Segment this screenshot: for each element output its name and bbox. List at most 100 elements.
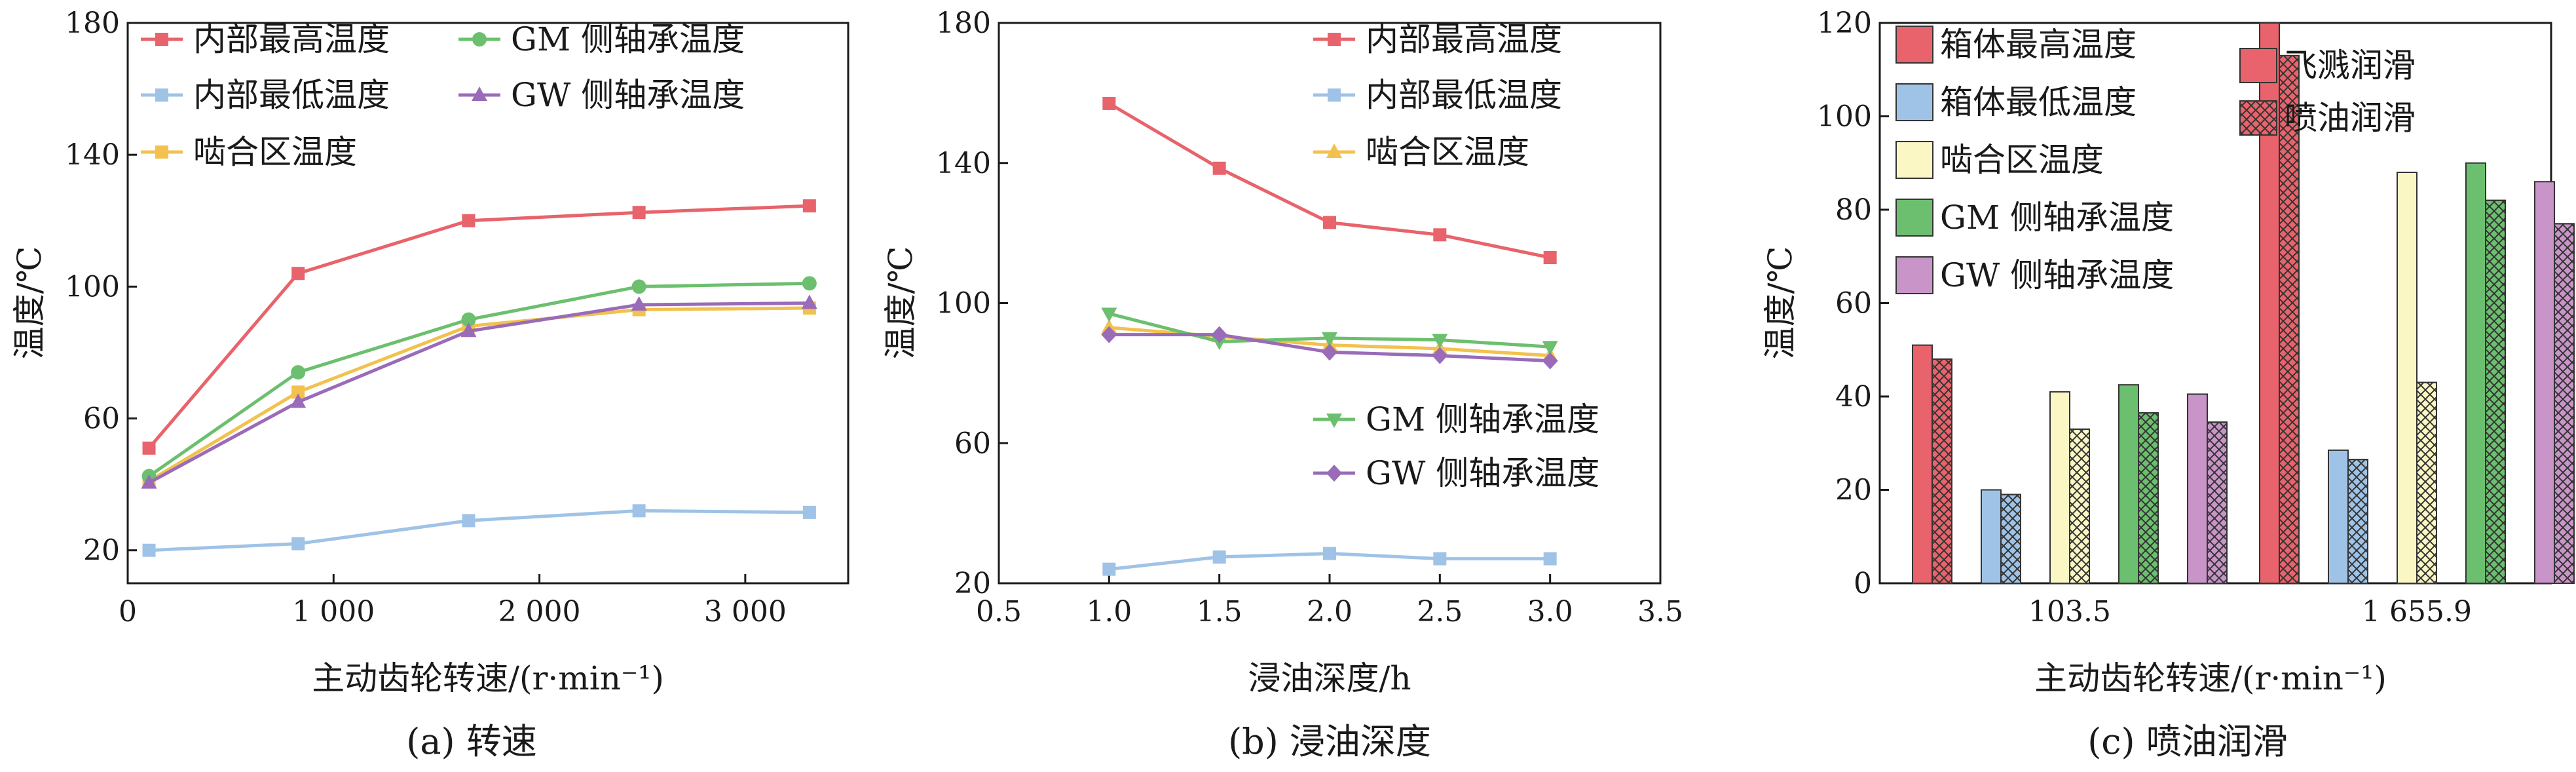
- c-bar-spray-hatch: [2138, 412, 2159, 584]
- chart-a-xlabel: 主动齿轮转速/(r·min⁻¹): [312, 659, 664, 697]
- a-ytick-label: 180: [65, 7, 120, 40]
- chart-a: 0 1 000 2 000 3 000 20 60 100 140 180 内部最高温度内部最低…: [10, 7, 849, 762]
- chart-b-caption: (b) 浸油深度: [1228, 721, 1431, 762]
- chart-c-ticks: 0 20 40 60 80 100 120 103.5 1 655.9: [1817, 7, 2472, 628]
- c-legend-swatch: [1895, 256, 1933, 294]
- a-data-point: [631, 279, 646, 294]
- c-bar-splash: [2187, 393, 2208, 584]
- chart-a-ylabel: 温度/℃: [10, 246, 48, 360]
- c-legend-swatch: [1895, 141, 1933, 179]
- c-bar-splash: [2118, 384, 2139, 584]
- chart-a-series: [141, 199, 817, 557]
- b-legend-label: GM 侧轴承温度: [1366, 400, 1599, 438]
- b-data-point: [1102, 562, 1116, 576]
- c-legend-label: 啮合区温度: [1940, 141, 2104, 179]
- a-legend-marker: [155, 33, 168, 46]
- b-data-point: [1322, 332, 1337, 347]
- c-ytick-label: 0: [1854, 567, 1872, 600]
- a-xtick-label: 0: [119, 595, 137, 628]
- a-legend-label: 内部最低温度: [193, 76, 390, 114]
- c-bar-spray-hatch: [2207, 421, 2228, 584]
- a-xtick-label: 3 000: [704, 595, 787, 628]
- b-series-line: [1108, 102, 1551, 260]
- c-ytick-label: 40: [1835, 380, 1872, 414]
- a-legend-marker: [472, 32, 487, 47]
- chart-c: 0 20 40 60 80 100 120 103.5 1 655.9 箱体最高温度箱体最低温度…: [1761, 7, 2575, 762]
- b-legend-marker: [1326, 414, 1342, 428]
- b-data-point: [1323, 547, 1336, 560]
- b-legend-marker: [1326, 465, 1342, 482]
- c-legend-swatch: [1895, 26, 1933, 64]
- a-series-line: [147, 204, 810, 450]
- c-bar-spray-hatch: [1932, 358, 1952, 584]
- c-lub-legend-label: 喷油润滑: [2285, 99, 2416, 137]
- b-data-point: [1323, 216, 1336, 229]
- c-bar-spray-hatch: [2347, 459, 2368, 584]
- a-legend-label: GW 侧轴承温度: [511, 76, 745, 114]
- a-series-line: [148, 281, 810, 478]
- b-legend-label: 啮合区温度: [1366, 133, 1529, 171]
- a-ytick-label: 60: [83, 402, 120, 436]
- b-ytick-label: 140: [936, 147, 991, 180]
- c-bar-splash: [2049, 391, 2070, 584]
- a-xtick-label: 1 000: [292, 595, 375, 628]
- a-data-point: [462, 214, 476, 227]
- a-data-point: [631, 296, 647, 311]
- b-data-point: [1543, 552, 1557, 566]
- a-ytick-label: 140: [65, 138, 120, 172]
- c-legend-swatch: [1895, 83, 1933, 121]
- a-data-point: [462, 514, 476, 528]
- a-data-point: [801, 294, 817, 309]
- b-data-point: [1101, 326, 1117, 343]
- c-bar-spray-hatch: [2416, 381, 2437, 584]
- chart-b: 0.5 1.0 1.5 2.0 2.5 3.0 3.5 20 60 100 140 180 内部最高温…: [882, 7, 1683, 762]
- a-data-point: [291, 365, 306, 380]
- c-legend-label: GM 侧轴承温度: [1940, 199, 2174, 237]
- c-lub-legend-swatch: [2239, 48, 2277, 83]
- a-data-point: [290, 393, 307, 408]
- c-category-label: 1 655.9: [2362, 595, 2472, 628]
- chart-a-plot-frame: [126, 22, 849, 585]
- b-legend-label: 内部最低温度: [1366, 76, 1562, 114]
- c-ytick-label: 20: [1835, 474, 1872, 507]
- c-legend-swatch: [1895, 199, 1933, 237]
- c-category-label: 103.5: [2028, 595, 2111, 628]
- chart-c-caption: (c) 喷油润滑: [2087, 721, 2288, 762]
- b-ytick-label: 180: [936, 7, 991, 40]
- a-ytick-label: 100: [65, 270, 120, 303]
- b-xtick-label: 2.5: [1417, 595, 1463, 628]
- a-data-point: [632, 206, 646, 220]
- a-data-point: [291, 267, 305, 280]
- a-legend-label: 内部最高温度: [193, 20, 390, 58]
- chart-a-caption: (a) 转速: [406, 721, 537, 762]
- c-legend-label: 箱体最低温度: [1940, 83, 2137, 121]
- b-ytick-label: 100: [936, 287, 991, 320]
- b-data-point: [1543, 251, 1557, 265]
- a-xtick-label: 2 000: [498, 595, 581, 628]
- chart-a-ticks: 0 1 000 2 000 3 000 20 60 100 140 180: [65, 7, 787, 628]
- c-ytick-label: 100: [1817, 100, 1872, 134]
- c-bar-splash: [2328, 449, 2349, 584]
- c-bar-splash: [1912, 344, 1933, 584]
- c-bar-splash: [2465, 162, 2486, 584]
- b-legend-marker: [1328, 33, 1341, 46]
- a-data-point: [291, 537, 305, 550]
- c-bar-splash: [2397, 172, 2417, 584]
- b-xtick-label: 1.0: [1086, 595, 1132, 628]
- b-legend-marker: [1328, 88, 1341, 102]
- b-xtick-label: 1.5: [1197, 595, 1242, 628]
- b-legend-marker: [1326, 144, 1342, 158]
- a-legend-marker: [155, 88, 168, 102]
- c-bar-spray-hatch: [2279, 54, 2300, 584]
- b-data-point: [1322, 343, 1337, 361]
- b-data-point: [1433, 228, 1447, 242]
- a-legend-marker: [155, 145, 168, 159]
- c-lub-legend-hatch: [2239, 100, 2277, 136]
- b-xtick-label: 3.0: [1527, 595, 1573, 628]
- b-legend-label: GW 侧轴承温度: [1366, 454, 1599, 492]
- a-data-point: [142, 441, 156, 455]
- b-xtick-label: 3.5: [1637, 595, 1683, 628]
